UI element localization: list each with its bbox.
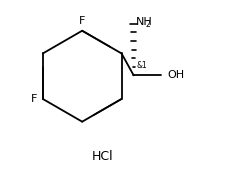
Text: &1: &1 [136, 61, 147, 70]
Text: F: F [31, 94, 38, 104]
Text: F: F [79, 16, 85, 26]
Text: NH: NH [136, 17, 153, 27]
Text: 2: 2 [146, 20, 151, 29]
Text: OH: OH [167, 70, 184, 80]
Text: HCl: HCl [92, 150, 113, 163]
